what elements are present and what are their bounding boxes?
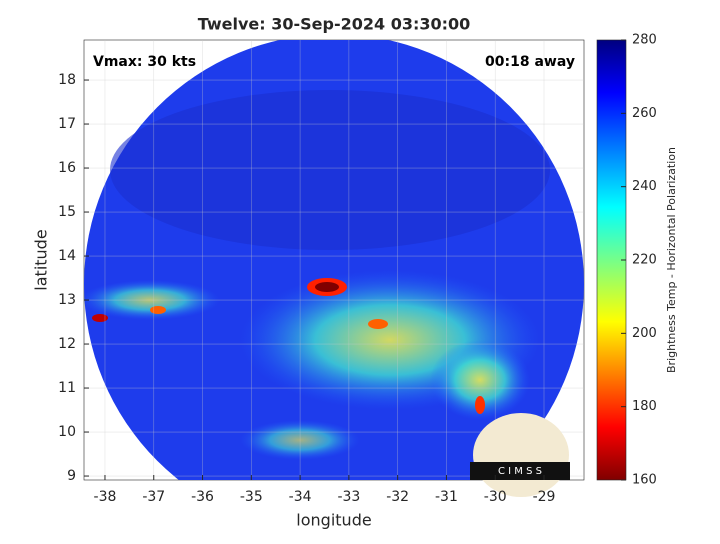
colorbar-label: Brightness Temp - Horizontal Polarizatio… bbox=[665, 147, 678, 373]
swath-image bbox=[84, 40, 584, 480]
colorbar-tick-label: 220 bbox=[632, 253, 657, 268]
colorbar-tick-label: 180 bbox=[632, 399, 657, 414]
x-tick-label: -37 bbox=[142, 489, 165, 505]
x-tick-label: -29 bbox=[533, 489, 556, 505]
y-tick-label: 14 bbox=[58, 248, 76, 264]
y-tick-label: 18 bbox=[58, 72, 76, 88]
y-tick-label: 16 bbox=[58, 160, 76, 176]
annotation: Vmax: 30 kts bbox=[93, 54, 196, 70]
x-tick-label: -33 bbox=[337, 489, 360, 505]
annotation: 00:18 away bbox=[485, 54, 575, 70]
logo-text: C I M S S bbox=[498, 466, 542, 477]
y-tick-label: 15 bbox=[58, 204, 76, 220]
x-tick-label: -30 bbox=[484, 489, 507, 505]
y-tick-label: 12 bbox=[58, 336, 76, 352]
x-tick-label: -35 bbox=[240, 489, 263, 505]
y-tick-label: 9 bbox=[67, 468, 76, 484]
colorbar-tick-label: 160 bbox=[632, 473, 657, 488]
grid bbox=[84, 40, 584, 480]
y-tick-label: 13 bbox=[58, 292, 76, 308]
x-tick-label: -34 bbox=[289, 489, 312, 505]
y-tick-label: 17 bbox=[58, 116, 76, 132]
x-tick-label: -38 bbox=[94, 489, 117, 505]
y-axis-label: latitude bbox=[32, 229, 51, 290]
y-tick-label: 10 bbox=[58, 424, 76, 440]
logo: C I M S S bbox=[470, 413, 570, 497]
chart-title: Twelve: 30-Sep-2024 03:30:00 bbox=[198, 15, 471, 34]
x-tick-label: -31 bbox=[435, 489, 458, 505]
x-axis-label: longitude bbox=[296, 511, 371, 530]
colorbar-tick-label: 280 bbox=[632, 33, 657, 48]
y-tick-label: 11 bbox=[58, 380, 76, 396]
colorbar-tick-label: 200 bbox=[632, 326, 657, 341]
colorbar-tick-label: 260 bbox=[632, 106, 657, 121]
x-tick-label: -32 bbox=[386, 489, 409, 505]
x-tick-label: -36 bbox=[191, 489, 214, 505]
colorbar-tick-label: 240 bbox=[632, 179, 657, 194]
